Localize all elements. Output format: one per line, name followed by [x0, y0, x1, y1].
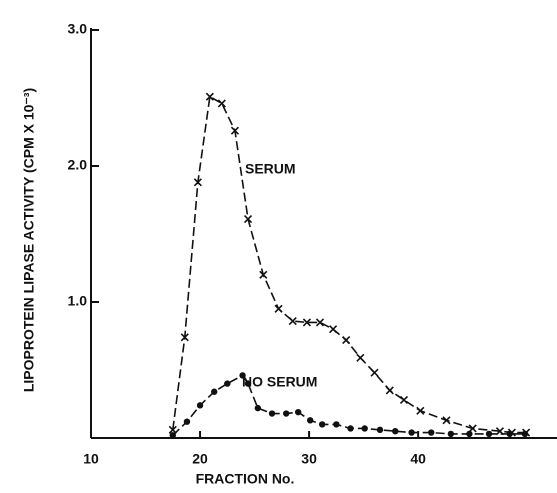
marker	[230, 126, 240, 135]
y-tick-label: 3.0	[68, 21, 88, 37]
marker	[399, 395, 409, 404]
marker	[468, 424, 477, 433]
marker	[243, 214, 253, 224]
marker	[169, 432, 176, 439]
x-axis-label: FRACTION No.	[196, 471, 295, 487]
marker	[193, 178, 202, 187]
marker	[376, 426, 384, 434]
marker	[239, 372, 246, 379]
marker	[521, 430, 529, 438]
x-tick-label: 30	[301, 451, 317, 467]
marker	[333, 421, 340, 428]
marker	[306, 417, 314, 424]
y-tick-label: 1.0	[68, 293, 88, 309]
marker	[361, 425, 368, 432]
marker	[282, 410, 290, 417]
marker	[447, 430, 455, 438]
marker	[428, 429, 435, 436]
marker	[485, 430, 493, 438]
marker	[294, 408, 302, 416]
marker	[408, 429, 415, 436]
marker	[356, 353, 365, 362]
series-label: NO SERUM	[242, 374, 317, 390]
marker	[347, 425, 354, 432]
marker	[342, 336, 351, 345]
marker	[302, 318, 311, 327]
marker	[442, 416, 451, 425]
marker	[329, 325, 338, 334]
marker	[224, 380, 231, 387]
marker	[254, 404, 262, 412]
marker	[180, 333, 189, 342]
marker	[315, 318, 325, 327]
marker	[244, 380, 252, 387]
marker	[211, 388, 218, 395]
series-label: SERUM	[245, 161, 296, 177]
y-axis-label: LIPOPROTEIN LIPASE ACTIVITY (CPM X 10⁻³)	[21, 88, 37, 392]
marker	[274, 304, 283, 313]
y-tick-label: 2.0	[68, 157, 88, 173]
marker	[506, 430, 513, 438]
marker	[392, 428, 399, 435]
marker	[416, 406, 425, 415]
marker	[217, 99, 226, 108]
marker	[268, 410, 276, 417]
marker	[205, 92, 214, 101]
marker	[259, 270, 268, 279]
marker	[466, 430, 473, 438]
marker	[318, 421, 326, 428]
marker	[196, 402, 204, 409]
x-tick-label: 10	[83, 451, 99, 467]
x-tick-label: 40	[410, 451, 426, 467]
marker	[385, 386, 394, 395]
marker	[288, 316, 297, 326]
marker	[183, 418, 191, 425]
x-tick-label: 20	[192, 451, 208, 467]
marker	[370, 368, 379, 377]
